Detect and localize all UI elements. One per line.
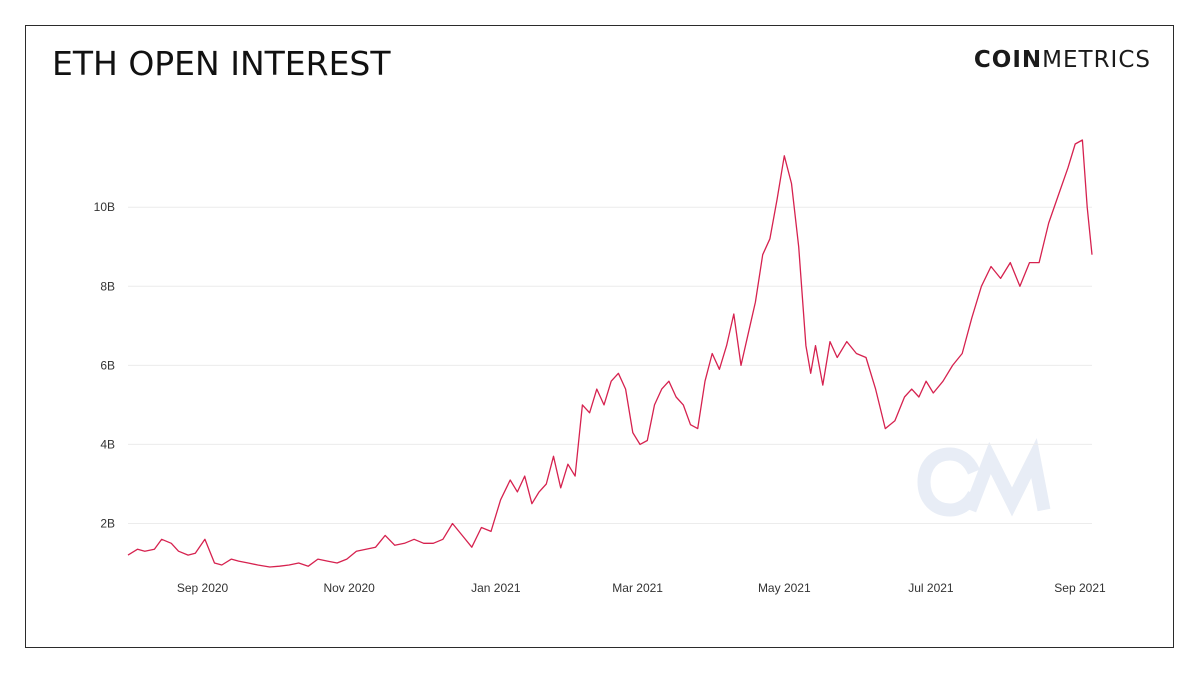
y-tick-label: 2B bbox=[100, 517, 115, 531]
x-tick-label: Sep 2021 bbox=[1054, 581, 1106, 595]
x-tick-label: Jan 2021 bbox=[471, 581, 521, 595]
coinmetrics-logo: COINMETRICS bbox=[974, 47, 1151, 73]
x-tick-label: Nov 2020 bbox=[323, 581, 375, 595]
logo-light-text: METRICS bbox=[1042, 47, 1151, 73]
x-tick-label: May 2021 bbox=[758, 581, 811, 595]
logo-bold-text: COIN bbox=[973, 47, 1043, 73]
y-tick-label: 6B bbox=[100, 358, 115, 372]
y-tick-label: 10B bbox=[94, 200, 115, 214]
x-tick-label: Jul 2021 bbox=[908, 581, 954, 595]
chart-title: ETH OPEN INTEREST bbox=[52, 44, 391, 83]
x-tick-label: Mar 2021 bbox=[612, 581, 663, 595]
y-tick-label: 4B bbox=[100, 437, 115, 451]
x-tick-label: Sep 2020 bbox=[177, 581, 229, 595]
coinmetrics-watermark-icon bbox=[917, 437, 1051, 517]
y-tick-label: 8B bbox=[100, 279, 115, 293]
open-interest-line bbox=[127, 139, 1093, 568]
chart-frame: ETH OPEN INTEREST COINMETRICS bbox=[25, 25, 1174, 648]
